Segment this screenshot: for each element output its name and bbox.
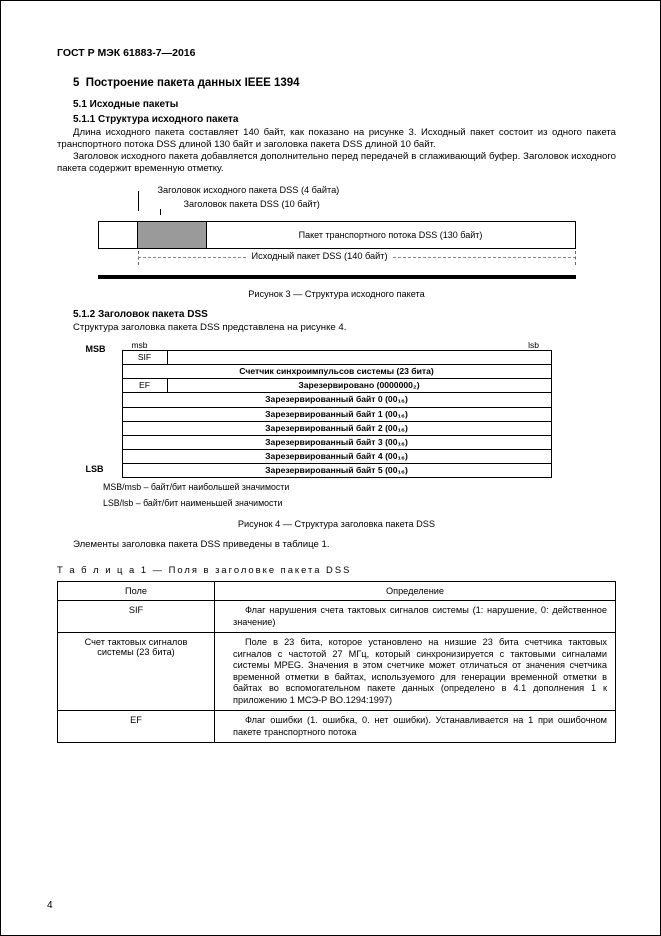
subsubsection-5-1-1: 5.1.1 Структура исходного пакета [73,114,616,125]
ht-rb1: Зарезервированный байт 1 (00₁₆) [122,407,551,421]
ht-counter: Счетчик синхроимпульсов системы (23 бита… [122,365,551,379]
paragraph-4: Элементы заголовка пакета DSS приведены … [73,539,616,550]
fields-r2c2: Поле в 23 бита, которое установлено на н… [215,633,616,711]
fields-r2c1: Счет тактовых сигналов системы (23 бита) [58,633,215,711]
section-title-text: Построение пакета данных IEEE 1394 [86,77,300,89]
diagram-sub-label: Заголовок пакета DSS (10 байт) [184,199,576,209]
ht-rb4: Зарезервированный байт 4 (00₁₆) [122,450,551,464]
doc-id: ГОСТ Р МЭК 61883-7—2016 [57,47,616,59]
ht-rb0: Зарезервированный байт 0 (00₁₆) [122,393,551,407]
ht-rb3: Зарезервированный байт 3 (00₁₆) [122,435,551,449]
ht-rb5: Зарезервированный байт 5 (00₁₆) [122,464,551,478]
fields-table: Поле Определение SIF Флаг нарушения счет… [57,581,616,743]
subsubsection-5-1-2: 5.1.2 Заголовок пакета DSS [73,309,616,320]
legend-1: MSB/msb – байт/бит наибольшей значимости [103,482,616,493]
lsb-bit-label: lsb [516,340,552,350]
msb-label: MSB [86,344,106,354]
subsection-5-1: 5.1 Исходные пакеты [73,99,616,110]
diagram-seg-header [99,222,138,248]
ht-blank [167,350,551,364]
figure-4-caption: Рисунок 4 — Структура заголовка пакета D… [57,519,616,529]
diagram-dim-label: Исходный пакет DSS (140 байт) [248,251,392,261]
lsb-label: LSB [86,464,104,474]
paragraph-2: Заголовок исходного пакета добавляется д… [57,151,616,175]
fields-h1: Поле [58,582,215,601]
fields-r3c1: EF [58,711,215,743]
header-table: MSB LSB msb lsb SIF Счетчик синхроимпуль… [122,340,552,479]
ht-ef: EF [122,379,167,393]
paragraph-1: Длина исходного пакета составляет 140 ба… [57,127,616,151]
ht-rb2: Зарезервированный байт 2 (00₁₆) [122,421,551,435]
diagram-seg-body: Пакет транспортного потока DSS (130 байт… [207,222,575,248]
page: ГОСТ Р МЭК 61883-7—2016 5 Построение пак… [0,0,661,936]
fields-r3c2: Флаг ошибки (1. ошибка, 0. нет ошибки). … [215,711,616,743]
msb-bit-label: msb [122,340,158,350]
fields-r1c2: Флаг нарушения счета тактовых сигналов с… [215,601,616,633]
fields-h2: Определение [215,582,616,601]
section-num: 5 [73,77,79,89]
legend-2: LSB/lsb – байт/бит наименьшей значимости [103,498,616,509]
page-number: 4 [47,900,53,911]
ht-sif: SIF [122,350,167,364]
table-1-label: Т а б л и ц а 1 — Поля в заголовке пакет… [57,564,616,575]
paragraph-3: Структура заголовка пакета DSS представл… [73,322,616,334]
figure-3-caption: Рисунок 3 — Структура исходного пакета [57,289,616,299]
diagram-top-label: Заголовок исходного пакета DSS (4 байта) [158,185,576,195]
diagram-seg-dss-header [138,222,207,248]
packet-diagram: Заголовок исходного пакета DSS (4 байта)… [98,185,576,279]
section-title: 5 Построение пакета данных IEEE 1394 [73,77,616,89]
ht-reserved0: Зарезервировано (0000000₂) [167,379,551,393]
fields-r1c1: SIF [58,601,215,633]
